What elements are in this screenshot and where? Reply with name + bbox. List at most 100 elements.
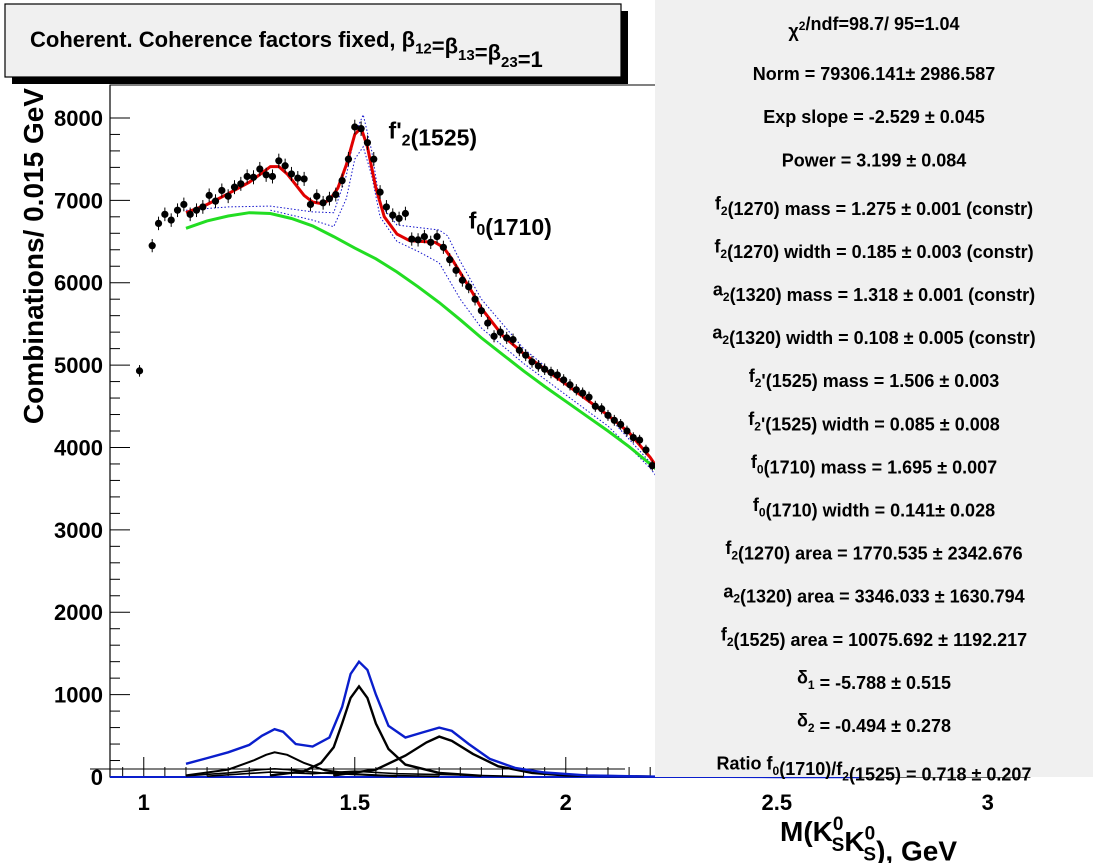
data-point [218,183,226,198]
data-marker [490,332,498,340]
data-marker [154,219,163,227]
chart-title: Coherent. Coherence factors fixed, β12=β… [30,27,543,72]
data-point [287,166,296,182]
data-marker [515,346,523,354]
data-point [319,195,327,210]
data-marker [579,389,587,397]
x-tick-label: 1 [138,790,150,815]
data-point [237,176,245,191]
data-marker [452,266,460,274]
data-point [370,152,378,167]
data-marker [477,307,485,315]
data-marker [287,170,296,178]
data-marker [553,371,561,379]
data-marker [604,411,612,419]
data-point [629,432,637,443]
data-marker [566,381,574,389]
data-marker [629,433,637,442]
data-marker [610,416,618,424]
data-point [439,240,447,254]
data-point [249,170,258,185]
data-marker [458,276,466,284]
data-marker [389,211,397,219]
data-marker [642,446,650,454]
data-point [306,197,315,212]
data-point [509,333,517,346]
data-point [363,135,372,150]
data-marker [484,319,492,327]
data-marker [414,236,422,244]
y-tick-label: 7000 [54,188,103,213]
data-marker [173,206,182,214]
data-point [642,444,650,456]
data-point [604,409,612,421]
data-marker [180,200,188,209]
data-marker [230,183,239,191]
data-point [522,349,530,362]
fit-band-upper-line [185,113,662,479]
data-marker [560,376,568,384]
data-marker [465,283,473,291]
f2prime-1525-component-line [270,684,482,777]
stats-line: δ2 = -0.494 ± 0.278 [797,711,951,736]
data-point [281,158,289,173]
data-point [344,152,353,167]
data-marker [363,139,372,147]
data-point [477,304,485,317]
data-marker [496,328,504,336]
data-marker [186,210,194,218]
data-marker [648,462,656,470]
data-point [566,379,574,391]
stats-line: Norm = 79306.141± 2986.587 [753,64,996,84]
data-marker [370,155,378,163]
stats-line: a2(1320) area = 3346.033 ± 1630.794 [723,581,1024,606]
data-point [617,419,625,430]
data-marker [585,393,593,401]
data-marker [522,351,530,359]
stats-line: a2(1320) mass = 1.318 ± 0.001 (constr) [713,280,1035,305]
data-marker [135,367,144,375]
data-marker [572,386,580,394]
data-point [230,180,239,195]
data-marker [382,203,391,211]
data-marker [300,175,308,183]
data-point [192,203,201,218]
y-tick-label: 3000 [54,518,103,543]
data-marker [224,192,232,200]
data-marker [376,188,384,196]
data-marker [617,420,625,429]
data-point [389,208,397,222]
data-point [420,229,429,244]
background-fit-line [185,211,662,475]
peak-label-f2prime-1525: f'2(1525) [389,118,478,151]
data-point [579,387,587,399]
y-tick-label: 4000 [54,435,103,460]
data-point [395,211,403,226]
data-point [186,207,194,222]
data-point [268,169,277,184]
y-tick-label: 5000 [54,353,103,378]
f0-1710-component-line [333,735,651,778]
data-point [496,326,504,339]
fit-statistics-panel: χ2/ndf=98.7/ 95=1.04 Norm = 79306.141± 29… [655,0,1093,785]
data-marker [167,216,175,224]
y-tick-label: 6000 [54,271,103,296]
data-point [623,425,631,437]
data-marker [541,365,549,373]
data-marker [503,334,511,342]
data-marker [211,197,220,205]
data-marker [547,368,555,377]
stats-line: f0(1710) width = 0.141± 0.028 [753,495,995,520]
stats-line: f0(1710) mass = 1.695 ± 0.007 [751,452,997,477]
data-point [351,119,359,135]
data-point [572,384,580,396]
data-point [313,189,321,204]
data-marker [325,195,334,203]
data-point [294,171,302,186]
data-marker [509,335,517,344]
data-marker [357,125,365,133]
data-marker [319,199,327,207]
data-point [534,360,542,372]
data-point [325,191,334,206]
